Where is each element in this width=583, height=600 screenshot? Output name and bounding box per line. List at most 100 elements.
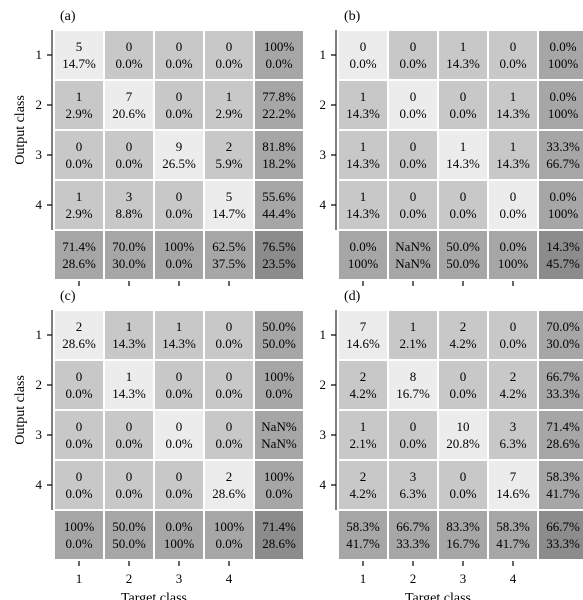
matrix-cell bbox=[153, 409, 205, 461]
cell-count-label: 0.0% bbox=[499, 239, 526, 254]
y-tick-label: 1 bbox=[320, 327, 327, 342]
matrix-cell bbox=[153, 509, 205, 561]
cell-percent-label: 4.2% bbox=[449, 336, 476, 351]
cell-count-label: 0 bbox=[410, 189, 417, 204]
cell-count-label: 62.5% bbox=[212, 239, 246, 254]
y-tick-label: 3 bbox=[320, 427, 327, 442]
cell-percent-label: 28.6% bbox=[62, 336, 96, 351]
cell-percent-label: 0.0% bbox=[165, 206, 192, 221]
cell-count-label: 0 bbox=[226, 369, 233, 384]
cell-percent-label: 14.3% bbox=[346, 206, 380, 221]
matrix-cell bbox=[103, 179, 155, 231]
matrix-cell bbox=[337, 79, 389, 131]
cell-percent-label: 0.0% bbox=[215, 386, 242, 401]
cell-percent-label: 0.0% bbox=[499, 56, 526, 71]
y-tick-label: 4 bbox=[36, 477, 43, 492]
matrix-cell bbox=[337, 179, 389, 231]
cell-count-label: 100% bbox=[264, 39, 295, 54]
cell-count-label: 0 bbox=[460, 369, 467, 384]
cell-count-label: 0 bbox=[76, 369, 83, 384]
cell-percent-label: 100% bbox=[548, 206, 579, 221]
cell-count-label: 1 bbox=[360, 89, 367, 104]
matrix-cell bbox=[537, 509, 583, 561]
cell-count-label: 50.0% bbox=[262, 319, 296, 334]
cell-count-label: 8 bbox=[410, 369, 417, 384]
matrix-cell bbox=[387, 509, 439, 561]
cell-percent-label: 50.0% bbox=[446, 256, 480, 271]
cell-count-label: 100% bbox=[264, 469, 295, 484]
matrix-cell bbox=[437, 509, 489, 561]
cell-count-label: 1 bbox=[510, 139, 517, 154]
x-axis-title: Target class bbox=[121, 591, 187, 600]
cell-count-label: 1 bbox=[360, 139, 367, 154]
cell-count-label: 1 bbox=[76, 189, 83, 204]
matrix-cell bbox=[387, 309, 439, 361]
x-tick-label: 2 bbox=[126, 571, 133, 586]
cell-count-label: 1 bbox=[460, 39, 467, 54]
matrix-cell bbox=[103, 359, 155, 411]
cell-percent-label: 0.0% bbox=[165, 106, 192, 121]
matrix-cell bbox=[103, 509, 155, 561]
matrix-cell bbox=[487, 229, 539, 281]
cell-count-label: 0 bbox=[176, 39, 183, 54]
matrix-cell bbox=[253, 359, 305, 411]
x-tick-label: 1 bbox=[360, 571, 367, 586]
matrix-cell bbox=[437, 79, 489, 131]
cell-count-label: 7 bbox=[126, 89, 133, 104]
cell-count-label: 1 bbox=[360, 419, 367, 434]
cell-percent-label: 28.6% bbox=[212, 486, 246, 501]
matrix-cell bbox=[103, 309, 155, 361]
confusion-matrix-panel: (c)228.6%114.3%114.3%00.0%50.0%50.0%00.0… bbox=[13, 289, 305, 600]
cell-percent-label: 20.8% bbox=[446, 436, 480, 451]
matrix-cell bbox=[537, 459, 583, 511]
matrix-cell bbox=[337, 309, 389, 361]
cell-count-label: 7 bbox=[360, 319, 367, 334]
cell-percent-label: 0.0% bbox=[115, 436, 142, 451]
matrix-cell bbox=[203, 509, 255, 561]
cell-count-label: 0 bbox=[176, 469, 183, 484]
matrix-cell bbox=[487, 409, 539, 461]
cell-count-label: 66.7% bbox=[546, 519, 580, 534]
x-axis-title: Target class bbox=[405, 591, 471, 600]
cell-percent-label: 14.3% bbox=[446, 156, 480, 171]
cell-percent-label: 2.9% bbox=[215, 106, 242, 121]
cell-count-label: 100% bbox=[214, 519, 245, 534]
matrix-cell bbox=[387, 359, 439, 411]
matrix-cell bbox=[203, 129, 255, 181]
cell-count-label: 0 bbox=[176, 369, 183, 384]
cell-count-label: 0 bbox=[76, 139, 83, 154]
cell-count-label: 1 bbox=[460, 139, 467, 154]
matrix-cell bbox=[253, 509, 305, 561]
matrix-cell bbox=[53, 229, 105, 281]
cell-count-label: 0.0% bbox=[165, 519, 192, 534]
cell-percent-label: 6.3% bbox=[399, 486, 426, 501]
cell-count-label: 0.0% bbox=[349, 239, 376, 254]
cell-percent-label: 45.7% bbox=[546, 256, 580, 271]
cell-percent-label: 28.6% bbox=[262, 536, 296, 551]
cell-percent-label: 16.7% bbox=[446, 536, 480, 551]
matrix-cell bbox=[153, 309, 205, 361]
matrix-cell bbox=[253, 229, 305, 281]
cell-count-label: 0 bbox=[510, 39, 517, 54]
cell-count-label: 58.3% bbox=[496, 519, 530, 534]
cell-percent-label: 41.7% bbox=[346, 536, 380, 551]
cell-percent-label: 14.6% bbox=[496, 486, 530, 501]
matrix-cell bbox=[537, 79, 583, 131]
cell-percent-label: 18.2% bbox=[262, 156, 296, 171]
matrix-cell bbox=[253, 29, 305, 81]
matrix-cell bbox=[537, 359, 583, 411]
cell-percent-label: 0.0% bbox=[265, 56, 292, 71]
x-tick-label: 3 bbox=[460, 571, 467, 586]
matrix-cell bbox=[103, 79, 155, 131]
matrix-cell bbox=[203, 229, 255, 281]
confusion-matrix-panel: (a)514.7%00.0%00.0%00.0%100%0.0%12.9%720… bbox=[13, 9, 305, 286]
cell-percent-label: 0.0% bbox=[399, 56, 426, 71]
cell-count-label: 100% bbox=[164, 239, 195, 254]
cell-count-label: 100% bbox=[264, 369, 295, 384]
cell-count-label: 0 bbox=[510, 189, 517, 204]
y-tick-label: 2 bbox=[36, 97, 43, 112]
matrix-cell bbox=[487, 459, 539, 511]
confusion-matrix-panel: (b) 0 0.0% 0 0.0% 1 14.3% 0 0.0% 0.0% 100% 1 14.3% 0 0… bbox=[320, 9, 583, 286]
cell-percent-label: 4.2% bbox=[349, 386, 376, 401]
matrix-cell bbox=[203, 359, 255, 411]
